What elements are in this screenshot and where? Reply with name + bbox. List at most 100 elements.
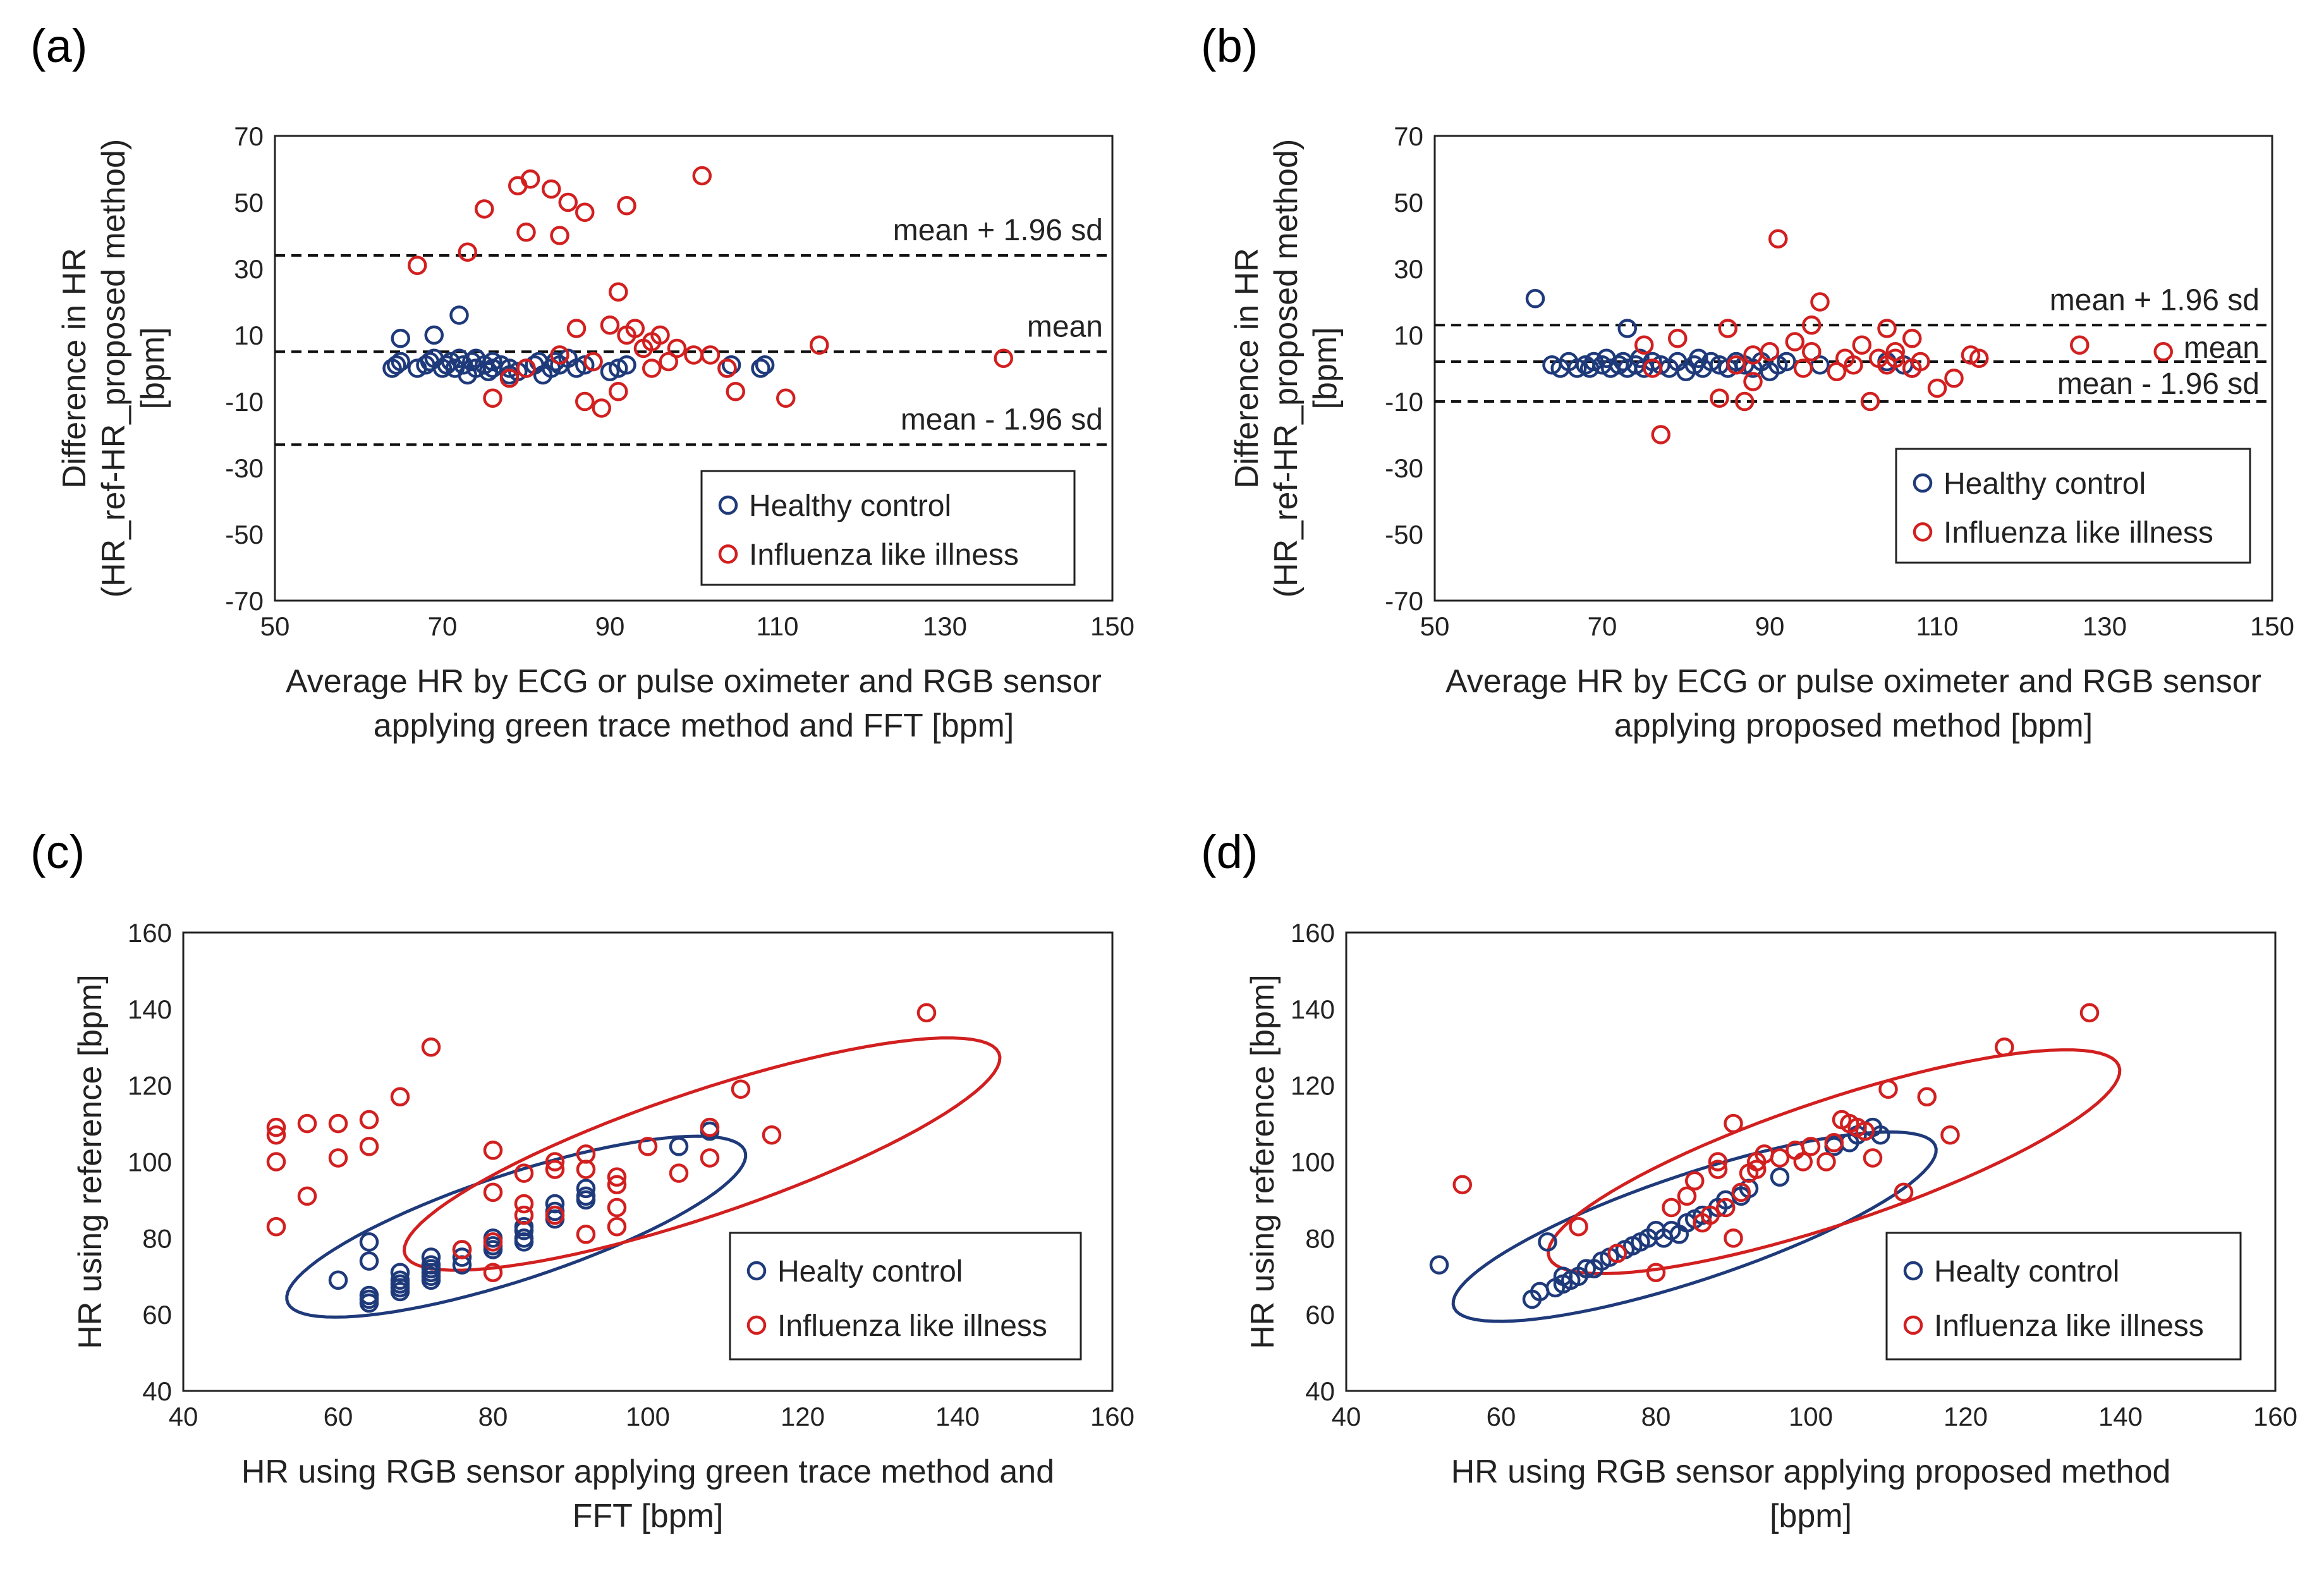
legend-marker xyxy=(718,495,738,515)
x-tick-label: 150 xyxy=(1090,611,1135,641)
y-axis-label: [bpm] xyxy=(135,327,171,409)
data-point xyxy=(1855,1121,1875,1141)
data-point xyxy=(514,1194,534,1214)
y-tick-label: 10 xyxy=(234,321,264,350)
y-tick-label: -70 xyxy=(225,586,264,616)
x-tick-label: 50 xyxy=(1420,611,1450,641)
data-point xyxy=(1643,352,1662,372)
y-tick-label: -50 xyxy=(1385,520,1423,549)
data-point xyxy=(700,1148,720,1168)
data-point xyxy=(266,1152,286,1172)
data-point xyxy=(386,355,406,375)
data-point xyxy=(266,1216,286,1237)
data-point xyxy=(1576,1259,1596,1278)
data-point xyxy=(642,358,662,378)
plot-frame xyxy=(1345,931,2277,1392)
data-point xyxy=(390,1282,410,1302)
y-tick-label: 70 xyxy=(234,121,264,151)
data-point xyxy=(1726,355,1746,375)
data-point xyxy=(717,358,737,378)
y-tick-label: 30 xyxy=(1394,254,1423,284)
data-point xyxy=(1944,369,1964,388)
data-point xyxy=(1902,329,1922,348)
data-point xyxy=(609,382,628,401)
data-point xyxy=(1743,372,1763,391)
y-tick-label: 160 xyxy=(128,918,172,948)
legend-box xyxy=(1885,1232,2242,1361)
x-tick-label: 110 xyxy=(1916,611,1959,641)
legend-marker xyxy=(718,544,738,564)
data-point xyxy=(1525,289,1545,309)
data-point xyxy=(1844,355,1863,375)
legend-label: Healthy control xyxy=(749,489,951,523)
data-point xyxy=(659,352,678,372)
data-point xyxy=(359,1137,379,1156)
y-axis-label: (HR_ref-HR_proposed method) xyxy=(95,139,132,597)
x-tick-label: 80 xyxy=(1641,1402,1671,1431)
y-tick-label: 160 xyxy=(1291,918,1335,948)
data-point xyxy=(2153,342,2173,362)
data-point xyxy=(328,1113,348,1134)
data-point xyxy=(667,338,687,358)
data-point xyxy=(1567,358,1587,378)
data-point xyxy=(1760,342,1780,362)
data-point xyxy=(1429,1255,1449,1275)
x-tick-label: 100 xyxy=(626,1402,670,1431)
data-point xyxy=(1668,329,1688,348)
x-axis-label: FFT [bpm] xyxy=(573,1498,724,1534)
data-point xyxy=(1802,315,1822,335)
data-point xyxy=(650,325,670,345)
data-point xyxy=(1995,1037,2014,1057)
x-tick-label: 120 xyxy=(1944,1402,1988,1431)
data-point xyxy=(1793,1152,1813,1172)
y-tick-label: 80 xyxy=(142,1223,172,1253)
data-point xyxy=(1768,229,1788,248)
legend-label: Influenza like illness xyxy=(777,1309,1047,1343)
data-point xyxy=(514,1163,534,1183)
confidence-ellipse xyxy=(1451,1130,1938,1323)
data-point xyxy=(297,1113,317,1134)
confidence-ellipse xyxy=(402,1036,1002,1272)
data-point xyxy=(421,1037,441,1057)
data-point xyxy=(545,1205,565,1225)
x-tick-label: 40 xyxy=(169,1402,198,1431)
y-tick-label: -50 xyxy=(225,520,264,549)
y-tick-label: 40 xyxy=(1305,1376,1335,1406)
y-tick-label: 30 xyxy=(234,254,264,284)
data-point xyxy=(726,382,745,401)
data-point xyxy=(1801,1137,1821,1156)
data-point xyxy=(576,1225,596,1244)
x-tick-label: 70 xyxy=(428,611,458,641)
data-point xyxy=(297,1186,317,1206)
data-point xyxy=(516,358,536,378)
data-point xyxy=(638,1137,658,1156)
data-point xyxy=(607,1167,627,1187)
data-point xyxy=(483,1182,503,1203)
x-tick-label: 130 xyxy=(2083,611,2127,641)
data-point xyxy=(359,1110,379,1130)
data-point xyxy=(483,1141,503,1160)
data-point xyxy=(1785,332,1804,352)
data-point xyxy=(328,1148,348,1168)
data-point xyxy=(1708,1152,1728,1172)
x-tick-label: 130 xyxy=(923,611,967,641)
data-point xyxy=(390,1087,410,1107)
y-tick-label: -10 xyxy=(1385,387,1423,417)
reference-line-label: mean xyxy=(2184,331,2260,365)
data-point xyxy=(751,358,770,378)
legend-box xyxy=(1895,448,2251,564)
data-point xyxy=(1724,1228,1743,1248)
data-point xyxy=(1569,1216,1588,1237)
data-point xyxy=(550,226,569,245)
data-point xyxy=(421,1270,441,1290)
legend-box xyxy=(700,470,1076,586)
data-point xyxy=(1894,1182,1914,1203)
data-point xyxy=(1816,1152,1836,1172)
data-point xyxy=(483,1240,503,1259)
data-point xyxy=(452,1247,472,1267)
data-point xyxy=(1731,1182,1751,1203)
data-point xyxy=(542,179,561,199)
data-point xyxy=(499,369,520,388)
data-point xyxy=(1689,348,1708,368)
y-axis-label: HR using reference [bpm] xyxy=(72,974,109,1349)
